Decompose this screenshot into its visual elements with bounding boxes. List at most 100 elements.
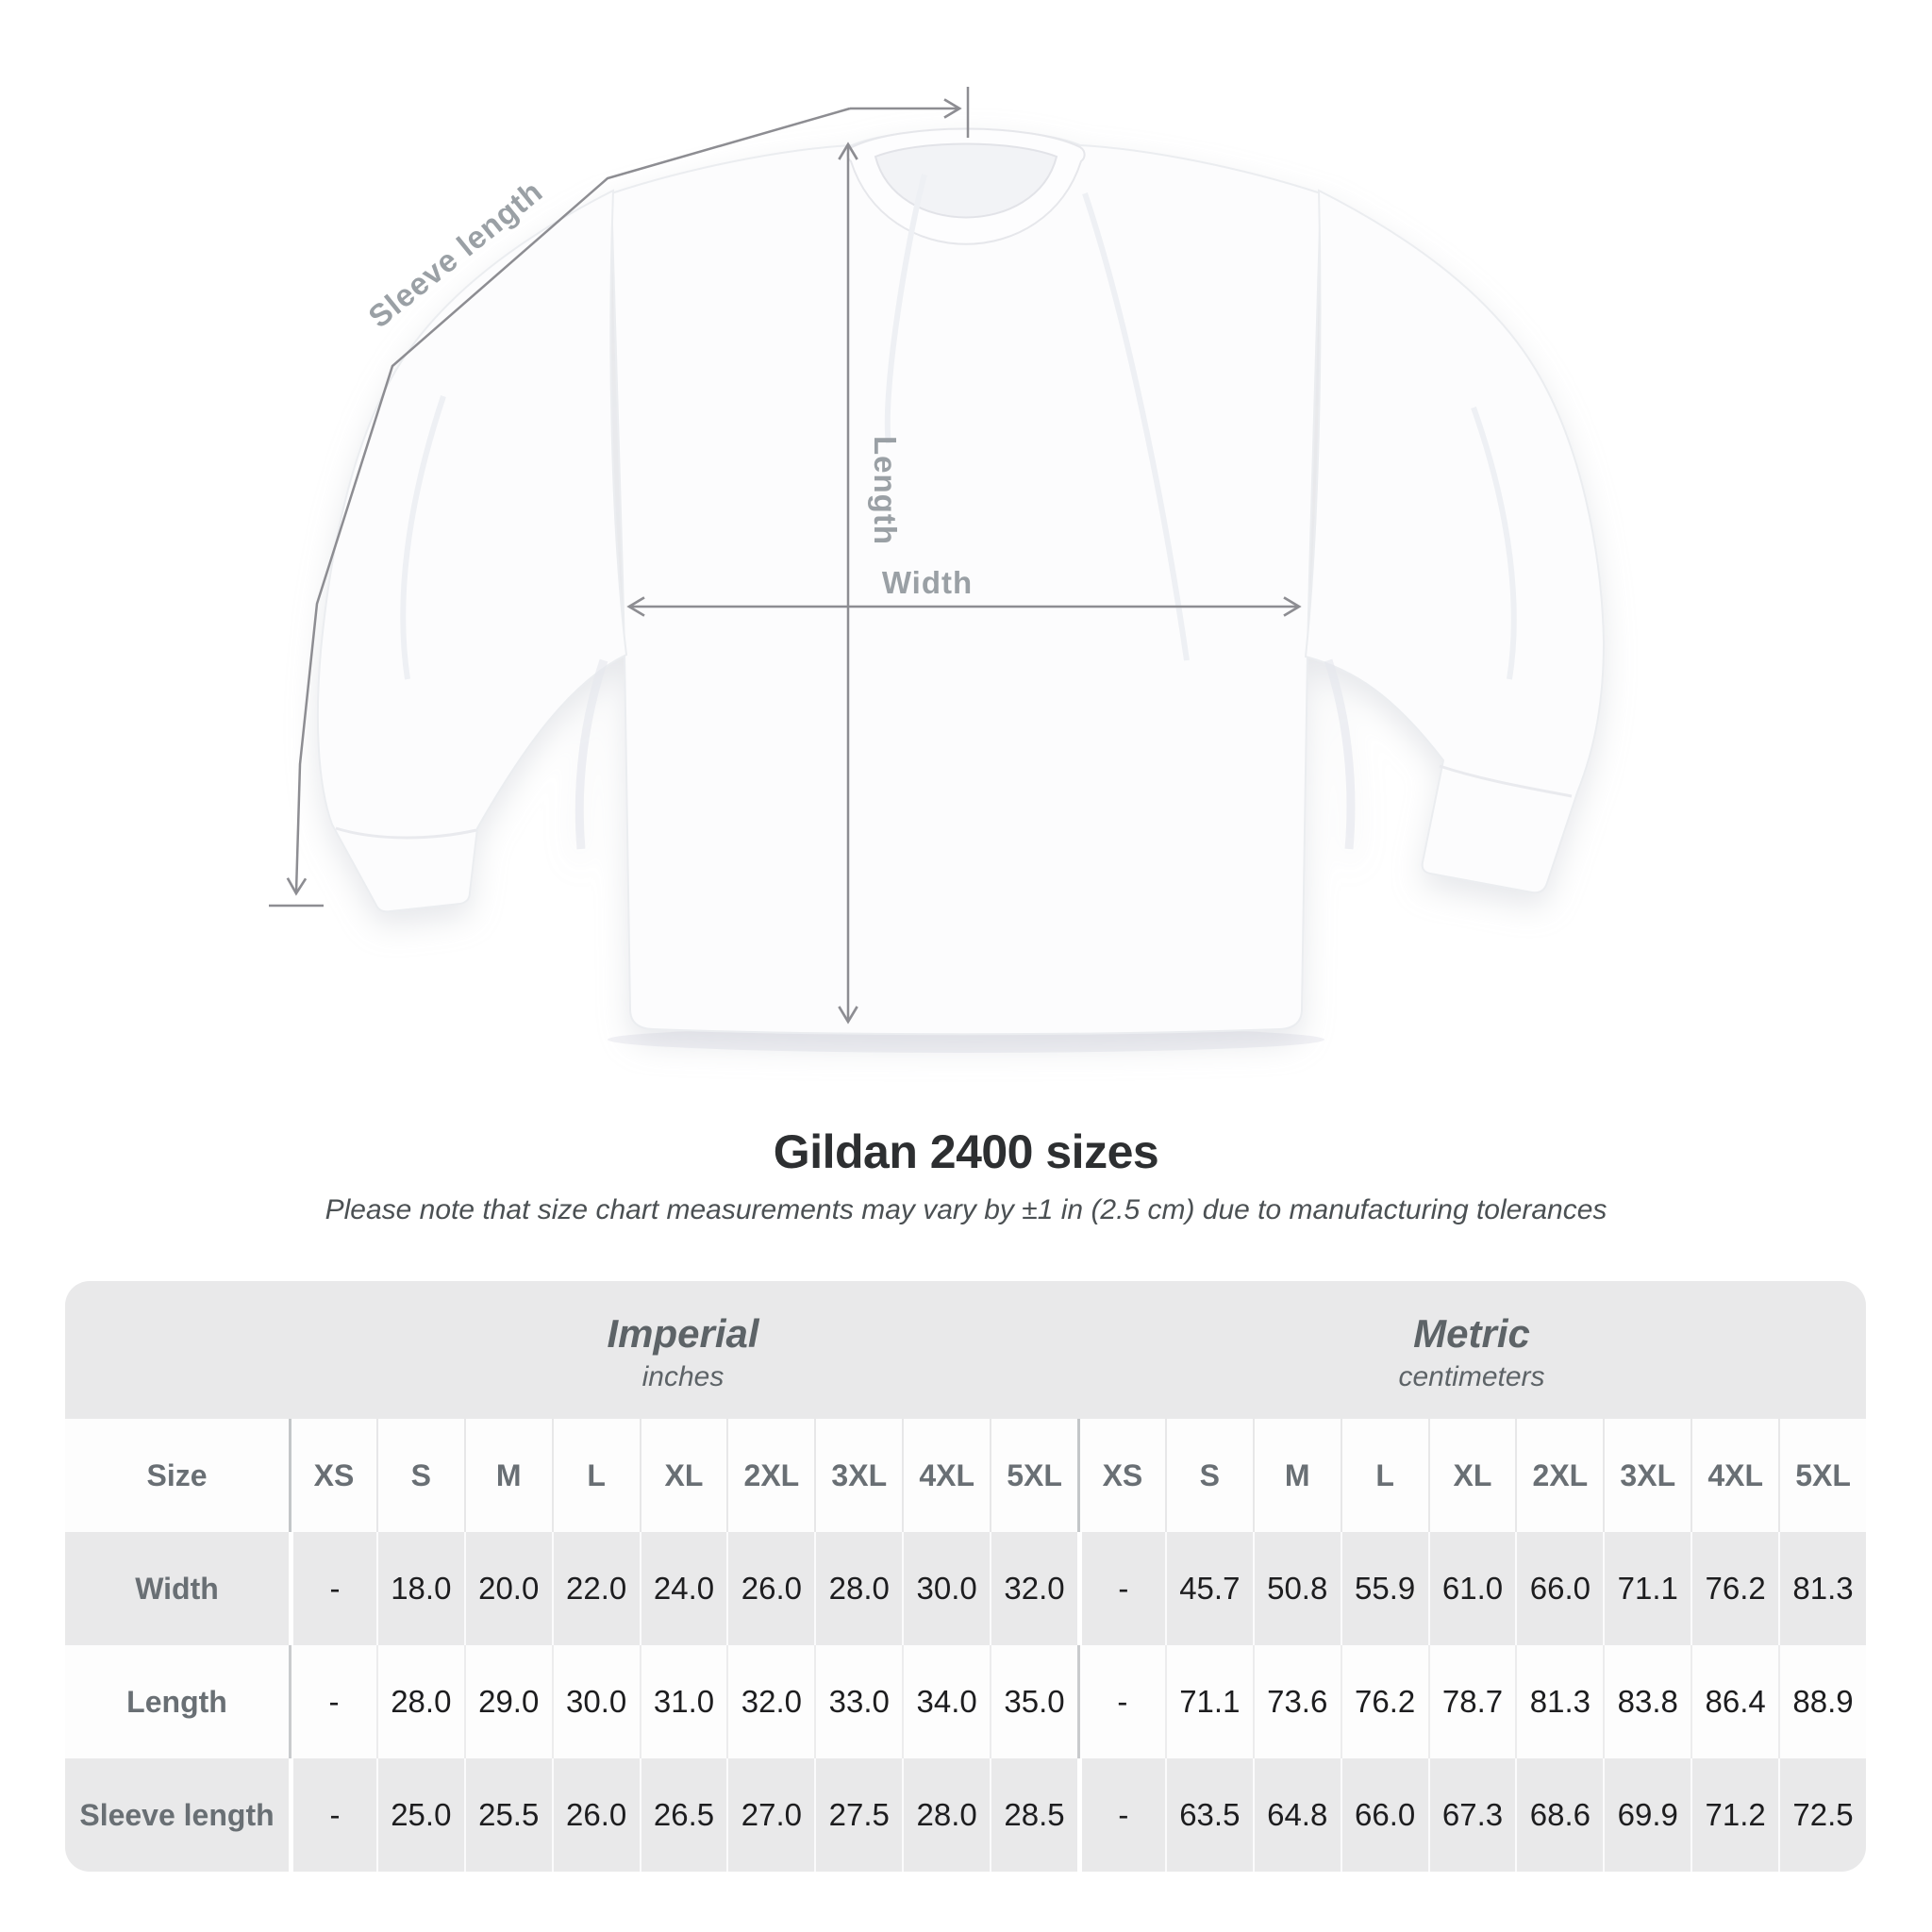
width-metric-4xl: 76.2 [1690, 1532, 1778, 1645]
right-cuff-seam [1439, 764, 1573, 798]
length-metric-m: 73.6 [1252, 1645, 1341, 1758]
length-imperial-xl: 31.0 [639, 1645, 727, 1758]
length-imperial-l: 30.0 [551, 1645, 640, 1758]
left-cuff-seam [335, 826, 477, 840]
width-imperial-m: 20.0 [463, 1532, 552, 1645]
length-label: Length [868, 436, 903, 545]
sleeve-metric-l: 66.0 [1340, 1758, 1428, 1872]
size-header-row: Size XS S M L XL 2XL 3XL 4XL 5XL XS S M … [65, 1419, 1866, 1532]
length-metric-4xl: 86.4 [1690, 1645, 1778, 1758]
imperial-unit: inches [641, 1361, 724, 1392]
length-metric-l: 76.2 [1340, 1645, 1428, 1758]
length-metric-xs: - [1076, 1645, 1165, 1758]
sleeve-imperial-m: 25.5 [463, 1758, 552, 1872]
sleeve-imperial-3xl: 27.5 [814, 1758, 902, 1872]
sleeve-imperial-2xl: 27.0 [726, 1758, 814, 1872]
length-imperial-2xl: 32.0 [726, 1645, 814, 1758]
table-row-width: Width - 18.0 20.0 22.0 24.0 26.0 28.0 30… [65, 1532, 1866, 1645]
imperial-size-l: L [551, 1419, 640, 1532]
table-row-sleeve-length: Sleeve length - 25.0 25.5 26.0 26.5 27.0… [65, 1758, 1866, 1872]
sleeve-metric-xs: - [1076, 1758, 1165, 1872]
width-metric-xl: 61.0 [1427, 1532, 1516, 1645]
left-sleeve-crease [400, 395, 446, 680]
imperial-size-3xl: 3XL [814, 1419, 902, 1532]
width-metric-s: 45.7 [1164, 1532, 1253, 1645]
length-metric-5xl: 88.9 [1778, 1645, 1866, 1758]
page-title: Gildan 2400 sizes [773, 1125, 1159, 1178]
metric-label: Metric [1413, 1311, 1530, 1356]
shirt-left-sleeve [316, 189, 628, 913]
metric-unit: centimeters [1398, 1361, 1545, 1392]
length-metric-3xl: 83.8 [1603, 1645, 1690, 1758]
length-imperial-5xl: 35.0 [990, 1645, 1077, 1758]
width-metric-2xl: 66.0 [1515, 1532, 1603, 1645]
metric-size-4xl: 4XL [1690, 1419, 1778, 1532]
width-imperial-s: 18.0 [375, 1532, 464, 1645]
sleeve-imperial-5xl: 28.5 [990, 1758, 1077, 1872]
width-label: Width [882, 565, 973, 600]
tolerance-note: Please note that size chart measurements… [325, 1194, 1607, 1225]
body-crease-1 [884, 174, 927, 444]
size-table: Imperial inches Metric centimeters Size … [65, 1281, 1866, 1872]
shirt-right-sleeve [1304, 189, 1606, 894]
length-imperial-xs: - [289, 1645, 376, 1758]
imperial-label: Imperial [607, 1311, 759, 1356]
imperial-header: Imperial inches [289, 1281, 1077, 1419]
metric-size-5xl: 5XL [1778, 1419, 1866, 1532]
imperial-size-4xl: 4XL [902, 1419, 990, 1532]
right-armpit-shadow [1324, 658, 1356, 850]
imperial-size-xs: XS [289, 1419, 376, 1532]
width-metric-xs: - [1076, 1532, 1165, 1645]
long-sleeve-shirt [316, 127, 1606, 1036]
width-metric-m: 50.8 [1252, 1532, 1341, 1645]
sleeve-metric-s: 63.5 [1164, 1758, 1253, 1872]
metric-size-xl: XL [1427, 1419, 1516, 1532]
width-imperial-xl: 24.0 [639, 1532, 727, 1645]
sleeve-metric-3xl: 69.9 [1603, 1758, 1690, 1872]
length-metric-s: 71.1 [1164, 1645, 1253, 1758]
width-metric-3xl: 71.1 [1603, 1532, 1690, 1645]
length-metric-xl: 78.7 [1427, 1645, 1516, 1758]
sleeve-imperial-xs: - [289, 1758, 376, 1872]
sleeve-metric-xl: 67.3 [1427, 1758, 1516, 1872]
size-column-header: Size [146, 1457, 208, 1492]
metric-size-xs: XS [1076, 1419, 1165, 1532]
sleeve-metric-2xl: 68.6 [1515, 1758, 1603, 1872]
width-imperial-xs: - [289, 1532, 376, 1645]
length-imperial-3xl: 33.0 [814, 1645, 902, 1758]
metric-size-s: S [1164, 1419, 1253, 1532]
sleeve-imperial-xl: 26.5 [639, 1758, 727, 1872]
measurement-lines [269, 87, 1302, 1024]
sleeve-imperial-4xl: 28.0 [902, 1758, 990, 1872]
width-metric-5xl: 81.3 [1778, 1532, 1866, 1645]
sleeve-measure-line [286, 107, 851, 896]
width-imperial-4xl: 30.0 [902, 1532, 990, 1645]
sleeve-metric-4xl: 71.2 [1690, 1758, 1778, 1872]
length-imperial-s: 28.0 [375, 1645, 464, 1758]
metric-size-2xl: 2XL [1515, 1419, 1603, 1532]
sleeve-imperial-s: 25.0 [375, 1758, 464, 1872]
sleeve-metric-m: 64.8 [1252, 1758, 1341, 1872]
width-imperial-l: 22.0 [551, 1532, 640, 1645]
metric-size-l: L [1340, 1419, 1428, 1532]
sleeve-imperial-l: 26.0 [551, 1758, 640, 1872]
table-row-length: Length - 28.0 29.0 30.0 31.0 32.0 33.0 3… [65, 1645, 1866, 1758]
unit-header-row: Imperial inches Metric centimeters [65, 1281, 1866, 1419]
row-label-sleeve-length: Sleeve length [79, 1797, 275, 1832]
row-label-length: Length [126, 1684, 227, 1719]
unit-header-spacer [65, 1281, 289, 1419]
width-imperial-5xl: 32.0 [990, 1532, 1077, 1645]
metric-size-3xl: 3XL [1603, 1419, 1690, 1532]
width-imperial-2xl: 26.0 [726, 1532, 814, 1645]
imperial-size-m: M [463, 1419, 552, 1532]
row-label-width: Width [135, 1571, 219, 1606]
imperial-size-xl: XL [639, 1419, 727, 1532]
shirt-measurement-diagram: Sleeve length Length Width [269, 87, 1606, 1053]
body-crease-2 [1082, 192, 1190, 661]
right-sleeve-crease [1471, 406, 1517, 680]
imperial-size-5xl: 5XL [990, 1419, 1077, 1532]
left-armpit-shadow [575, 658, 608, 850]
width-imperial-3xl: 28.0 [814, 1532, 902, 1645]
sleeve-metric-5xl: 72.5 [1778, 1758, 1866, 1872]
